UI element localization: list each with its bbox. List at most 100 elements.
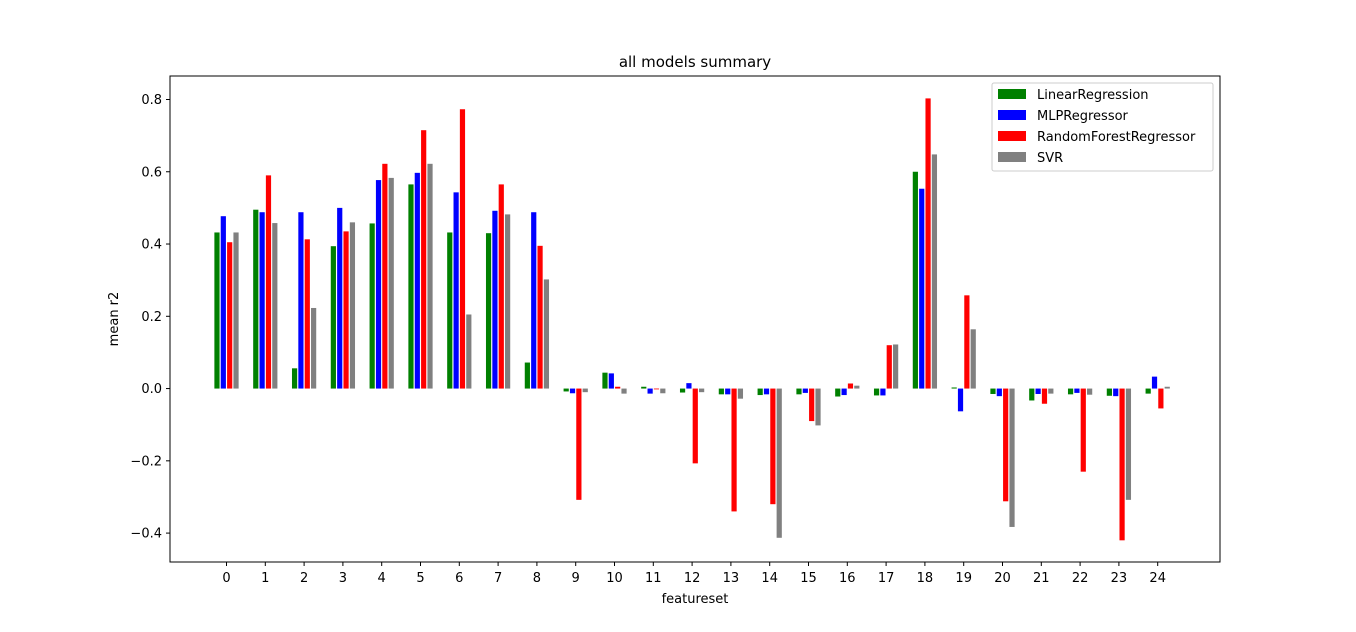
bar-mlpregressor-17 — [880, 388, 886, 396]
bar-randomforestregressor-8 — [537, 245, 543, 389]
bar-svr-12 — [699, 388, 705, 393]
bar-linearregression-11 — [641, 386, 647, 389]
bar-linearregression-1 — [253, 209, 259, 389]
bar-svr-7 — [505, 214, 511, 389]
x-tick-label: 12 — [684, 571, 701, 586]
x-tick-label: 13 — [723, 571, 740, 586]
bars-group — [214, 98, 1170, 541]
bar-mlpregressor-1 — [259, 212, 265, 389]
bar-randomforestregressor-19 — [964, 295, 970, 389]
bar-mlpregressor-8 — [531, 212, 537, 389]
bar-mlpregressor-21 — [1035, 388, 1041, 394]
y-tick-label: 0.8 — [141, 93, 162, 108]
bar-svr-10 — [621, 388, 627, 394]
bar-mlpregressor-20 — [996, 388, 1002, 397]
legend-label-svr: SVR — [1037, 151, 1063, 166]
bar-svr-21 — [1048, 388, 1054, 394]
bar-mlpregressor-12 — [686, 383, 692, 389]
x-tick-label: 6 — [455, 571, 463, 586]
bar-svr-16 — [854, 385, 860, 389]
bar-linearregression-8 — [524, 362, 530, 389]
bar-randomforestregressor-20 — [1003, 388, 1009, 502]
bar-mlpregressor-2 — [298, 212, 304, 389]
x-tick-label: 16 — [839, 571, 856, 586]
bar-linearregression-13 — [718, 388, 724, 395]
bar-mlpregressor-23 — [1113, 388, 1119, 397]
bar-linearregression-12 — [679, 388, 686, 393]
x-tick-label: 2 — [300, 571, 308, 586]
x-axis: 0 1 2 3 4 5 6 7 8 9 10 11 12 13 14 15 16 17 18 19 20 21 22 23 24 — [222, 562, 1166, 586]
bar-mlpregressor-5 — [414, 172, 420, 389]
x-tick-label: 20 — [994, 571, 1011, 586]
bar-svr-13 — [737, 388, 744, 399]
x-tick-label: 11 — [645, 571, 662, 586]
x-tick-label: 5 — [416, 571, 424, 586]
bar-randomforestregressor-16 — [847, 383, 854, 389]
x-tick-label: 8 — [533, 571, 541, 586]
bar-mlpregressor-9 — [569, 388, 576, 394]
bar-linearregression-7 — [485, 233, 492, 389]
bar-linearregression-5 — [408, 184, 414, 389]
bar-linearregression-15 — [796, 388, 802, 395]
bar-svr-2 — [311, 307, 317, 389]
chart-title: all models summary — [619, 53, 771, 71]
bar-randomforestregressor-4 — [382, 163, 388, 389]
legend-swatch-mlpregressor — [998, 110, 1026, 120]
bar-svr-24 — [1164, 386, 1170, 389]
legend-label-linearregression: LinearRegression — [1037, 88, 1149, 103]
x-tick-label: 19 — [955, 571, 972, 586]
bar-linearregression-20 — [990, 388, 996, 394]
x-tick-label: 3 — [339, 571, 347, 586]
bar-randomforestregressor-13 — [731, 388, 737, 512]
bar-mlpregressor-19 — [957, 388, 964, 412]
bar-svr-22 — [1087, 388, 1093, 395]
bar-randomforestregressor-23 — [1119, 388, 1125, 541]
x-tick-label: 14 — [761, 571, 778, 586]
bar-svr-18 — [931, 154, 938, 389]
x-tick-label: 9 — [572, 571, 580, 586]
bar-mlpregressor-18 — [919, 188, 925, 389]
bar-linearregression-21 — [1029, 388, 1035, 401]
bar-linearregression-0 — [214, 232, 220, 389]
bar-randomforestregressor-6 — [459, 109, 466, 389]
bar-linearregression-4 — [369, 223, 375, 389]
bar-mlpregressor-10 — [608, 373, 614, 389]
y-tick-label: 0.6 — [141, 165, 162, 180]
legend: LinearRegression MLPRegressor RandomForest… — [991, 82, 1214, 172]
bar-randomforestregressor-24 — [1158, 388, 1164, 409]
bar-mlpregressor-0 — [220, 216, 226, 389]
x-tick-label: 15 — [800, 571, 817, 586]
bar-mlpregressor-7 — [492, 210, 498, 389]
legend-swatch-linearregression — [998, 89, 1026, 99]
bar-randomforestregressor-10 — [615, 386, 621, 389]
bar-linearregression-2 — [291, 368, 298, 389]
bar-mlpregressor-4 — [375, 180, 382, 389]
bar-svr-20 — [1009, 388, 1015, 527]
bar-svr-4 — [388, 177, 394, 389]
legend-swatch-randomforestregressor — [998, 131, 1026, 141]
bar-svr-11 — [660, 388, 666, 394]
bar-svr-17 — [893, 344, 899, 389]
plot-frame — [169, 75, 1221, 563]
bar-linearregression-10 — [602, 372, 608, 389]
y-tick-label: −0.4 — [130, 527, 162, 542]
bar-mlpregressor-15 — [802, 388, 808, 393]
y-tick-label: 0.4 — [141, 238, 162, 253]
y-tick-label: 0.0 — [141, 382, 162, 397]
y-axis: −0.4 −0.2 0.0 0.2 0.4 0.6 0.8 — [130, 93, 170, 542]
x-tick-label: 7 — [494, 571, 502, 586]
bar-linearregression-14 — [757, 388, 763, 396]
bar-svr-23 — [1125, 388, 1132, 500]
bar-mlpregressor-16 — [841, 388, 847, 396]
bar-linearregression-9 — [563, 388, 569, 392]
bar-svr-0 — [233, 232, 239, 389]
bar-randomforestregressor-21 — [1041, 388, 1048, 404]
legend-swatch-svr — [998, 152, 1026, 162]
x-axis-label: featureset — [662, 592, 729, 607]
bar-randomforestregressor-18 — [925, 98, 931, 389]
bar-randomforestregressor-22 — [1080, 388, 1086, 472]
x-tick-label: 23 — [1111, 571, 1128, 586]
bar-svr-5 — [427, 163, 433, 389]
x-tick-label: 24 — [1149, 571, 1166, 586]
